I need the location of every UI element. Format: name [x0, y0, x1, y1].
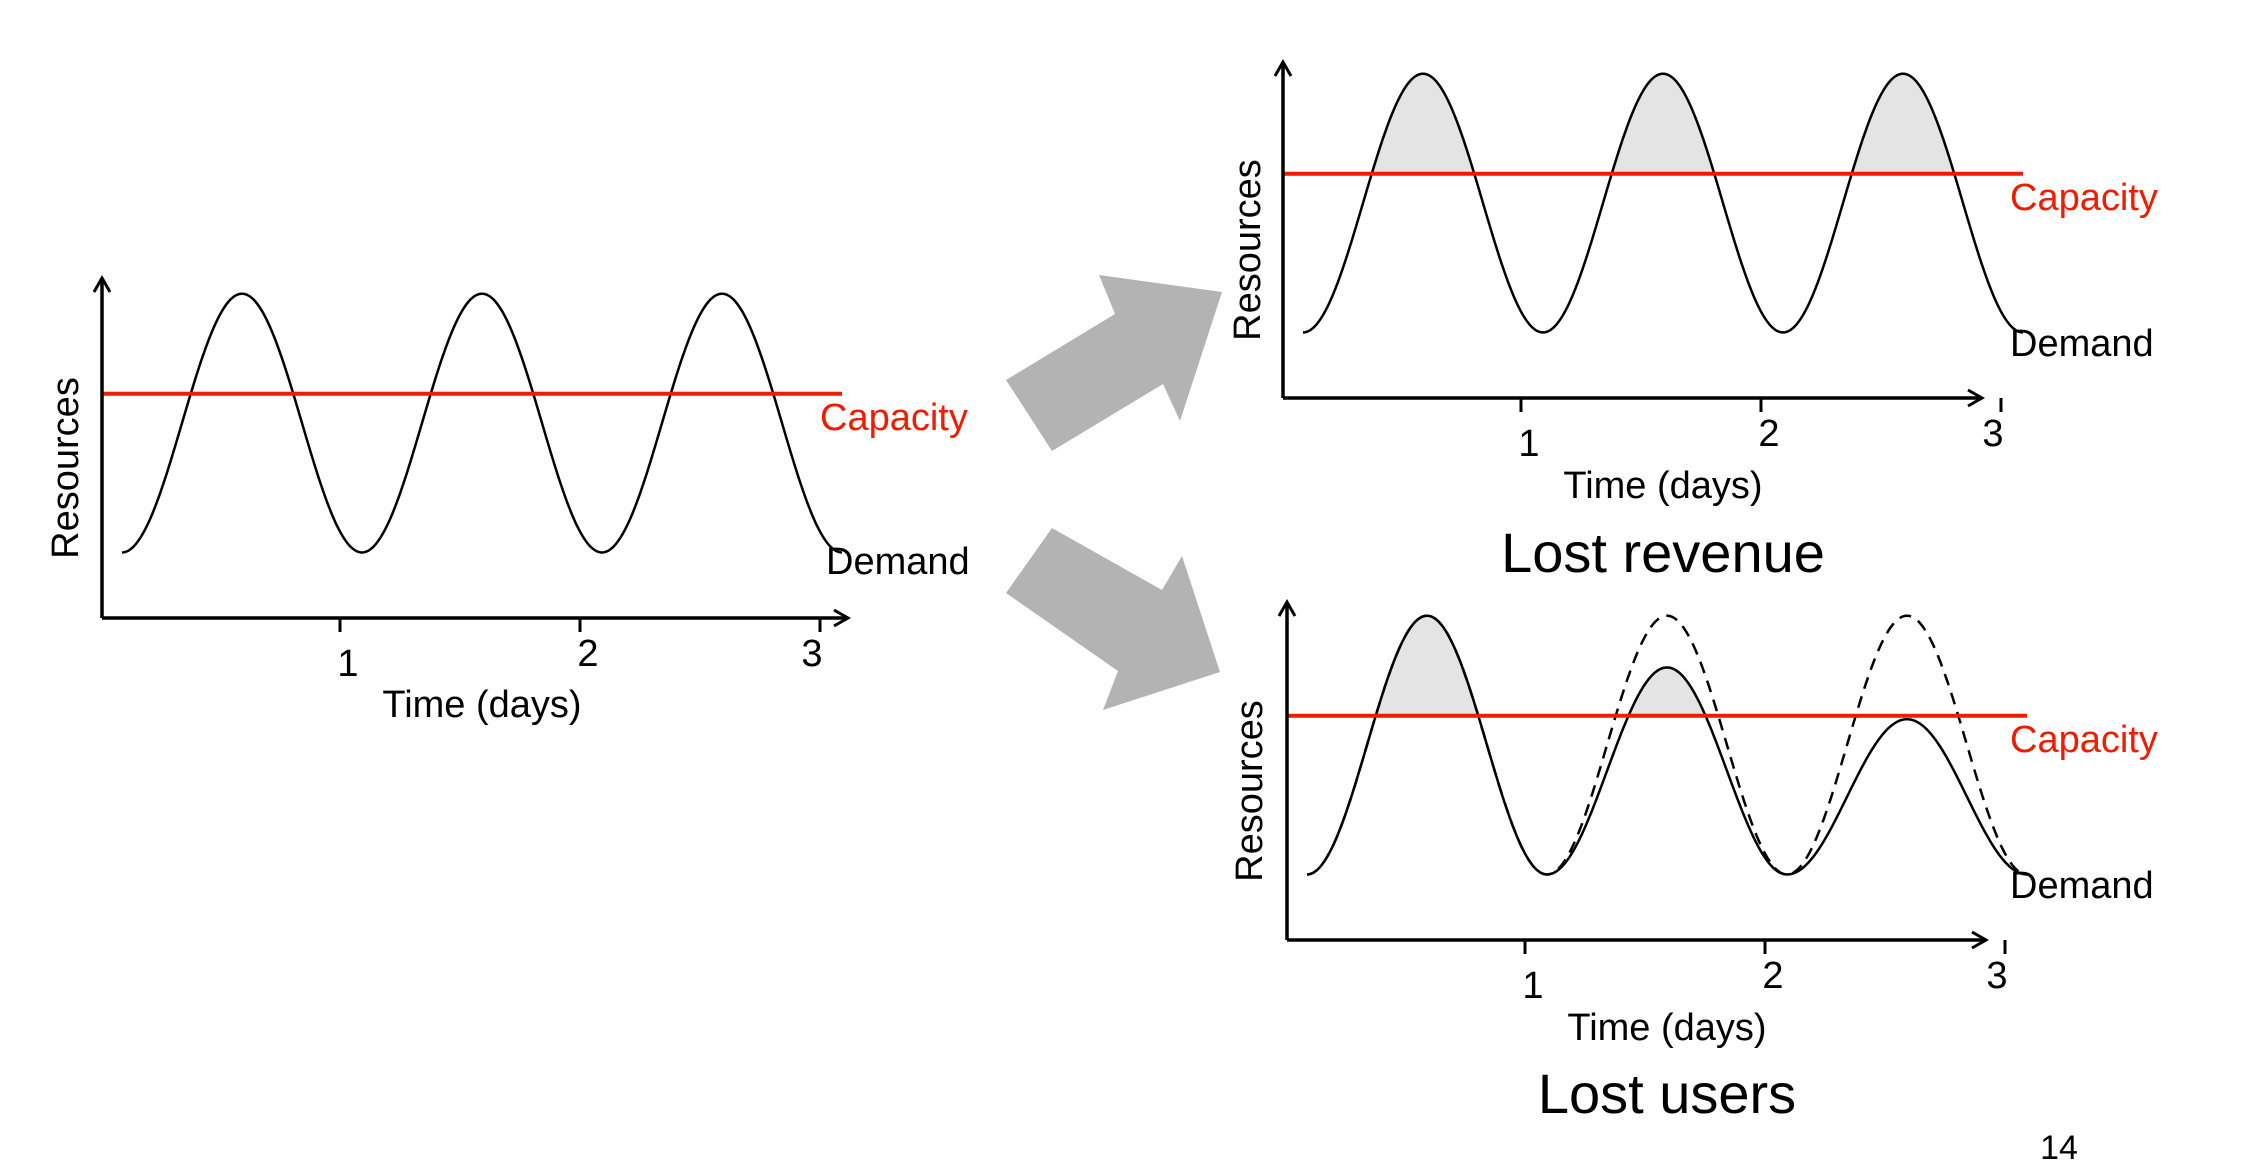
x-tick-label: 2	[577, 633, 598, 675]
page-number: 14	[2040, 1129, 2078, 1167]
capacity-label: Capacity	[820, 397, 968, 439]
chart-caption: Lost revenue	[1501, 521, 1825, 584]
x-tick-label: 3	[801, 633, 822, 675]
lost-area	[1628, 667, 1706, 716]
x-tick-label: 2	[1758, 413, 1779, 455]
demand-label: Demand	[2010, 865, 2154, 907]
chart-lost-revenue: 1 2 3 Time (days) Resources Capacity Demand Los…	[1227, 58, 2158, 584]
x-axis-label: Time (days)	[382, 684, 581, 726]
x-tick-label: 1	[337, 643, 358, 685]
x-axis-label: Time (days)	[1567, 1007, 1766, 1049]
lost-area	[1852, 73, 1954, 174]
chart-caption: Lost users	[1538, 1062, 1796, 1125]
lost-area	[1376, 615, 1478, 716]
demand-label: Demand	[826, 541, 970, 583]
lost-area	[1612, 73, 1714, 174]
y-axis-label: Resources	[45, 377, 87, 559]
demand-line	[1306, 614, 2028, 876]
x-axis-label: Time (days)	[1563, 465, 1762, 507]
x-tick-label: 3	[1986, 955, 2007, 997]
y-axis-label: Resources	[1229, 700, 1271, 882]
x-tick-label: 1	[1522, 965, 1543, 1007]
capacity-label: Capacity	[2010, 719, 2158, 761]
chart-baseline: 1 2 3 Time (days) Resources Capacity Demand	[45, 274, 970, 726]
capacity-label: Capacity	[2010, 177, 2158, 219]
x-tick-label: 2	[1762, 955, 1783, 997]
demand-line	[1303, 72, 2023, 334]
demand-line	[121, 292, 843, 554]
arrow-to-lost-revenue-icon	[1006, 275, 1222, 451]
arrow-to-lost-users-icon	[1006, 528, 1220, 710]
x-tick-label: 3	[1982, 413, 2003, 455]
demand-label: Demand	[2010, 323, 2154, 365]
x-tick-label: 1	[1518, 423, 1539, 465]
original-demand-line	[1306, 614, 2028, 876]
chart-lost-users: 1 2 3 Time (days) Resources Capacity Demand Los…	[1229, 598, 2158, 1125]
y-axis-label: Resources	[1227, 159, 1269, 341]
transition-arrows	[1006, 275, 1222, 710]
lost-area	[1372, 73, 1474, 174]
